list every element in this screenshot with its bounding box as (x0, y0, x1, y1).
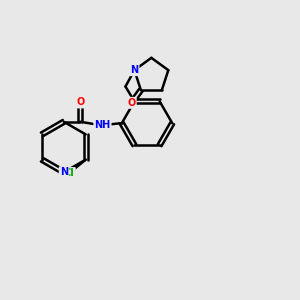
Text: O: O (128, 98, 136, 108)
Text: NH: NH (94, 120, 111, 130)
Text: N: N (60, 167, 68, 177)
Text: N: N (130, 65, 139, 75)
Text: Cl: Cl (64, 168, 75, 178)
Text: O: O (76, 98, 84, 107)
